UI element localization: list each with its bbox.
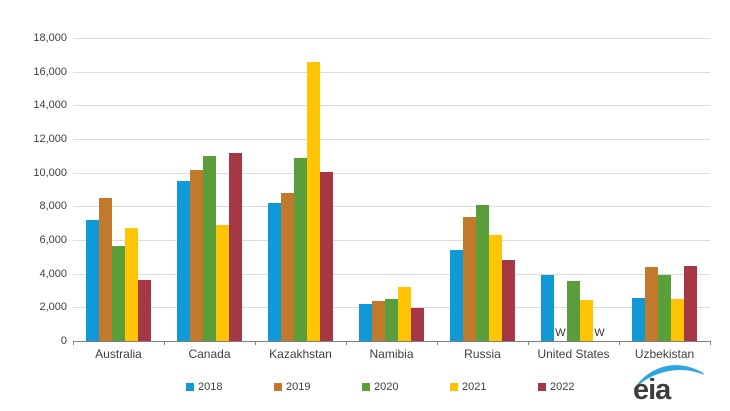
bar-2021 <box>398 287 411 341</box>
bar-2022 <box>502 260 515 341</box>
withheld-marker-label: W <box>594 327 605 339</box>
gridline <box>73 273 710 275</box>
x-axis-tick <box>619 341 620 345</box>
bar-2019 <box>372 300 385 341</box>
legend-item-label: 2021 <box>462 381 487 393</box>
bar-2020 <box>567 281 580 341</box>
legend-item-label: 2022 <box>550 381 575 393</box>
y-axis-tick-label: 12,000 <box>33 133 67 145</box>
y-axis-tick-label: 18,000 <box>33 32 67 44</box>
bar-2020 <box>476 204 489 341</box>
bar-2019 <box>645 266 658 341</box>
bar-group <box>73 38 164 341</box>
x-axis-line <box>73 341 710 342</box>
gridline <box>73 105 710 107</box>
x-axis-tick <box>164 341 165 345</box>
bar-2021 <box>580 299 593 341</box>
gridline <box>73 38 710 39</box>
bar-2018 <box>541 275 554 341</box>
x-axis-category-label: Uzbekistan <box>634 347 695 361</box>
bar-group <box>255 38 346 341</box>
legend-swatch-icon <box>538 383 546 391</box>
y-axis-tick-label: 16,000 <box>33 65 67 78</box>
bar-2018 <box>268 202 281 341</box>
eia-logo: eia <box>630 360 708 410</box>
x-axis-tick <box>710 341 711 345</box>
gridline <box>73 71 710 73</box>
legend-item-label: 2019 <box>286 381 311 393</box>
bar-2022 <box>320 171 333 341</box>
bar-2018 <box>177 181 190 341</box>
bar-group <box>619 38 710 341</box>
x-axis-tick <box>346 341 347 345</box>
bar-2020 <box>112 245 125 341</box>
legend-item-label: 2020 <box>374 381 399 393</box>
bar-group <box>437 38 528 341</box>
bar-2020 <box>294 157 307 341</box>
bar-2018 <box>359 303 372 341</box>
legend-item-label: 2018 <box>198 381 223 393</box>
y-axis-tick-label: 8,000 <box>39 200 67 213</box>
eia-logo-swoosh-icon <box>633 365 704 390</box>
x-axis-category-label: United States <box>537 347 610 361</box>
x-axis-category-label: Russia <box>464 347 501 361</box>
bar-2022 <box>684 266 697 341</box>
legend-swatch-icon <box>274 383 282 391</box>
gridline <box>73 240 710 241</box>
bar-2019 <box>281 192 294 341</box>
bar-2021 <box>216 224 229 341</box>
x-axis-tick <box>255 341 256 345</box>
legend-swatch-icon <box>186 383 194 391</box>
y-axis-tick-label: 4,000 <box>39 267 67 280</box>
bar-2020 <box>658 275 671 341</box>
withheld-marker-label: W <box>555 327 566 339</box>
bar-2022 <box>229 153 242 341</box>
x-axis-category-label: Australia <box>95 347 142 361</box>
bar-2022 <box>411 308 424 341</box>
x-axis-category-label: Namibia <box>369 347 414 361</box>
eia-logo-text: eia <box>633 374 671 406</box>
chart-legend: 2018 2019 2020 2021 2022 <box>186 381 626 393</box>
legend-item-2019: 2019 <box>274 381 362 393</box>
gridline <box>73 206 710 208</box>
y-axis-tick-label: 0 <box>60 335 67 347</box>
bar-2018 <box>86 219 99 341</box>
bar-2021 <box>307 61 320 341</box>
x-axis-category-label: Kazakhstan <box>269 347 332 361</box>
bar-2019 <box>463 217 476 341</box>
legend-item-2021: 2021 <box>450 381 538 393</box>
bar-2021 <box>671 298 684 341</box>
x-axis-tick <box>437 341 438 345</box>
bar-2020 <box>385 298 398 341</box>
y-axis-tick-label: 2,000 <box>39 301 67 314</box>
legend-item-2022: 2022 <box>538 381 626 393</box>
legend-swatch-icon <box>362 383 370 391</box>
bar-2019 <box>190 170 203 341</box>
x-axis-tick <box>73 341 74 345</box>
legend-item-2018: 2018 <box>186 381 274 393</box>
y-axis-tick-label: 14,000 <box>33 99 67 112</box>
gridline <box>73 139 710 140</box>
x-axis-tick <box>528 341 529 345</box>
y-axis-tick-label: 6,000 <box>39 234 67 246</box>
x-axis-category-label: Canada <box>188 347 231 361</box>
legend-swatch-icon <box>450 383 458 391</box>
bar-group <box>164 38 255 341</box>
bar-2022 <box>138 279 151 341</box>
bar-2021 <box>489 234 502 341</box>
bar-2021 <box>125 228 138 341</box>
legend-item-2020: 2020 <box>362 381 450 393</box>
bar-2020 <box>203 155 216 341</box>
gridline <box>73 172 710 174</box>
bar-group <box>346 38 437 341</box>
y-axis-tick-label: 10,000 <box>33 166 67 179</box>
bar-2019 <box>99 197 112 341</box>
bar-2018 <box>450 250 463 341</box>
bar-2018 <box>632 298 645 341</box>
